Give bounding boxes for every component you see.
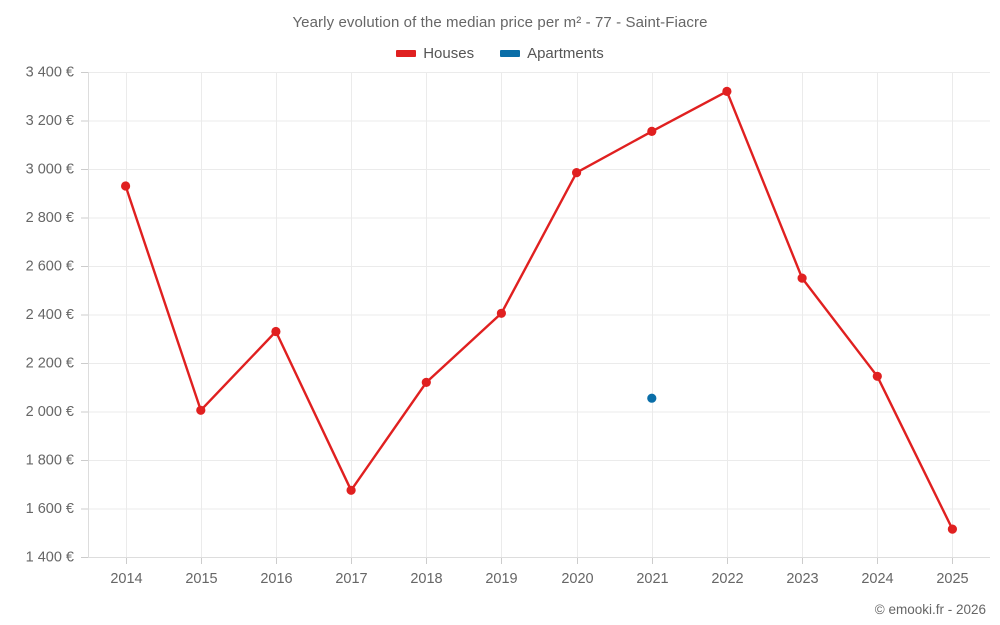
legend-label-apartments: Apartments <box>527 45 604 62</box>
legend-item-apartments[interactable]: Apartments <box>500 45 604 62</box>
data-point-houses-2020[interactable]: 2020 — Houses: 2985 € <box>572 168 582 178</box>
y-axis-tick-label: 2 000 € <box>26 404 74 420</box>
x-axis-tick-label: 2020 <box>561 571 593 587</box>
data-point-apartments-2021[interactable]: 2021 — Apartments: 2055 € <box>647 393 657 403</box>
y-axis-tick-label: 2 600 € <box>26 258 74 274</box>
x-axis-tick-label: 2023 <box>786 571 818 587</box>
y-axis-tick-label: 3 200 € <box>26 113 74 129</box>
data-point-houses-2017[interactable]: 2017 — Houses: 1675 € <box>346 485 356 495</box>
y-axis-tick-label: 1 800 € <box>26 452 74 468</box>
data-point-houses-2022[interactable]: 2022 — Houses: 3320 € <box>722 86 732 96</box>
chart-title: Yearly evolution of the median price per… <box>292 14 708 31</box>
legend-item-houses[interactable]: Houses <box>396 45 474 62</box>
x-axis-tick-label: 2014 <box>110 571 142 587</box>
y-axis-tick-label: 2 200 € <box>26 355 74 371</box>
data-point-houses-2023[interactable]: 2023 — Houses: 2550 € <box>797 273 807 283</box>
x-axis-tick-label: 2024 <box>861 571 893 587</box>
y-axis-tick-label: 2 400 € <box>26 307 74 323</box>
y-axis-tick-label: 3 400 € <box>26 64 74 80</box>
y-axis-tick-label: 1 600 € <box>26 501 74 517</box>
data-point-houses-2021[interactable]: 2021 — Houses: 3155 € <box>647 126 657 136</box>
x-axis-tick-label: 2019 <box>485 571 517 587</box>
x-axis-tick-label: 2025 <box>936 571 968 587</box>
y-axis-tick-label: 3 000 € <box>26 161 74 177</box>
x-axis-tick-label: 2016 <box>260 571 292 587</box>
series-line-houses <box>124 90 954 531</box>
data-point-houses-2015[interactable]: 2015 — Houses: 2005 € <box>196 405 206 415</box>
data-point-houses-2019[interactable]: 2019 — Houses: 2405 € <box>496 308 506 318</box>
copyright-credit: © emooki.fr - 2026 <box>874 602 986 617</box>
legend-label-houses: Houses <box>423 45 475 62</box>
data-point-houses-2014[interactable]: 2014 — Houses: 2930 € <box>121 181 131 191</box>
y-axis-tick-label: 1 400 € <box>26 549 74 565</box>
x-axis-tick-label: 2022 <box>711 571 743 587</box>
x-axis-tick-label: 2015 <box>185 571 217 587</box>
data-point-houses-2024[interactable]: 2024 — Houses: 2145 € <box>872 371 882 381</box>
y-axis-tick-label: 2 800 € <box>26 210 74 226</box>
x-axis-tick-label: 2017 <box>335 571 367 587</box>
chart-legend: Houses Apartments <box>0 45 1000 62</box>
legend-swatch-apartments <box>500 50 521 57</box>
data-point-houses-2016[interactable]: 2016 — Houses: 2330 € <box>271 326 281 337</box>
x-axis-tick-label: 2018 <box>410 571 442 587</box>
legend-swatch-houses <box>396 50 417 57</box>
x-axis-tick-label: 2021 <box>636 571 668 587</box>
data-point-houses-2025[interactable]: 2025 — Houses: 1515 € <box>947 524 958 534</box>
